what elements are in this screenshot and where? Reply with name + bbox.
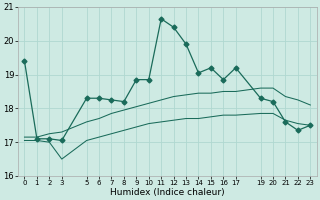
X-axis label: Humidex (Indice chaleur): Humidex (Indice chaleur) — [110, 188, 225, 197]
